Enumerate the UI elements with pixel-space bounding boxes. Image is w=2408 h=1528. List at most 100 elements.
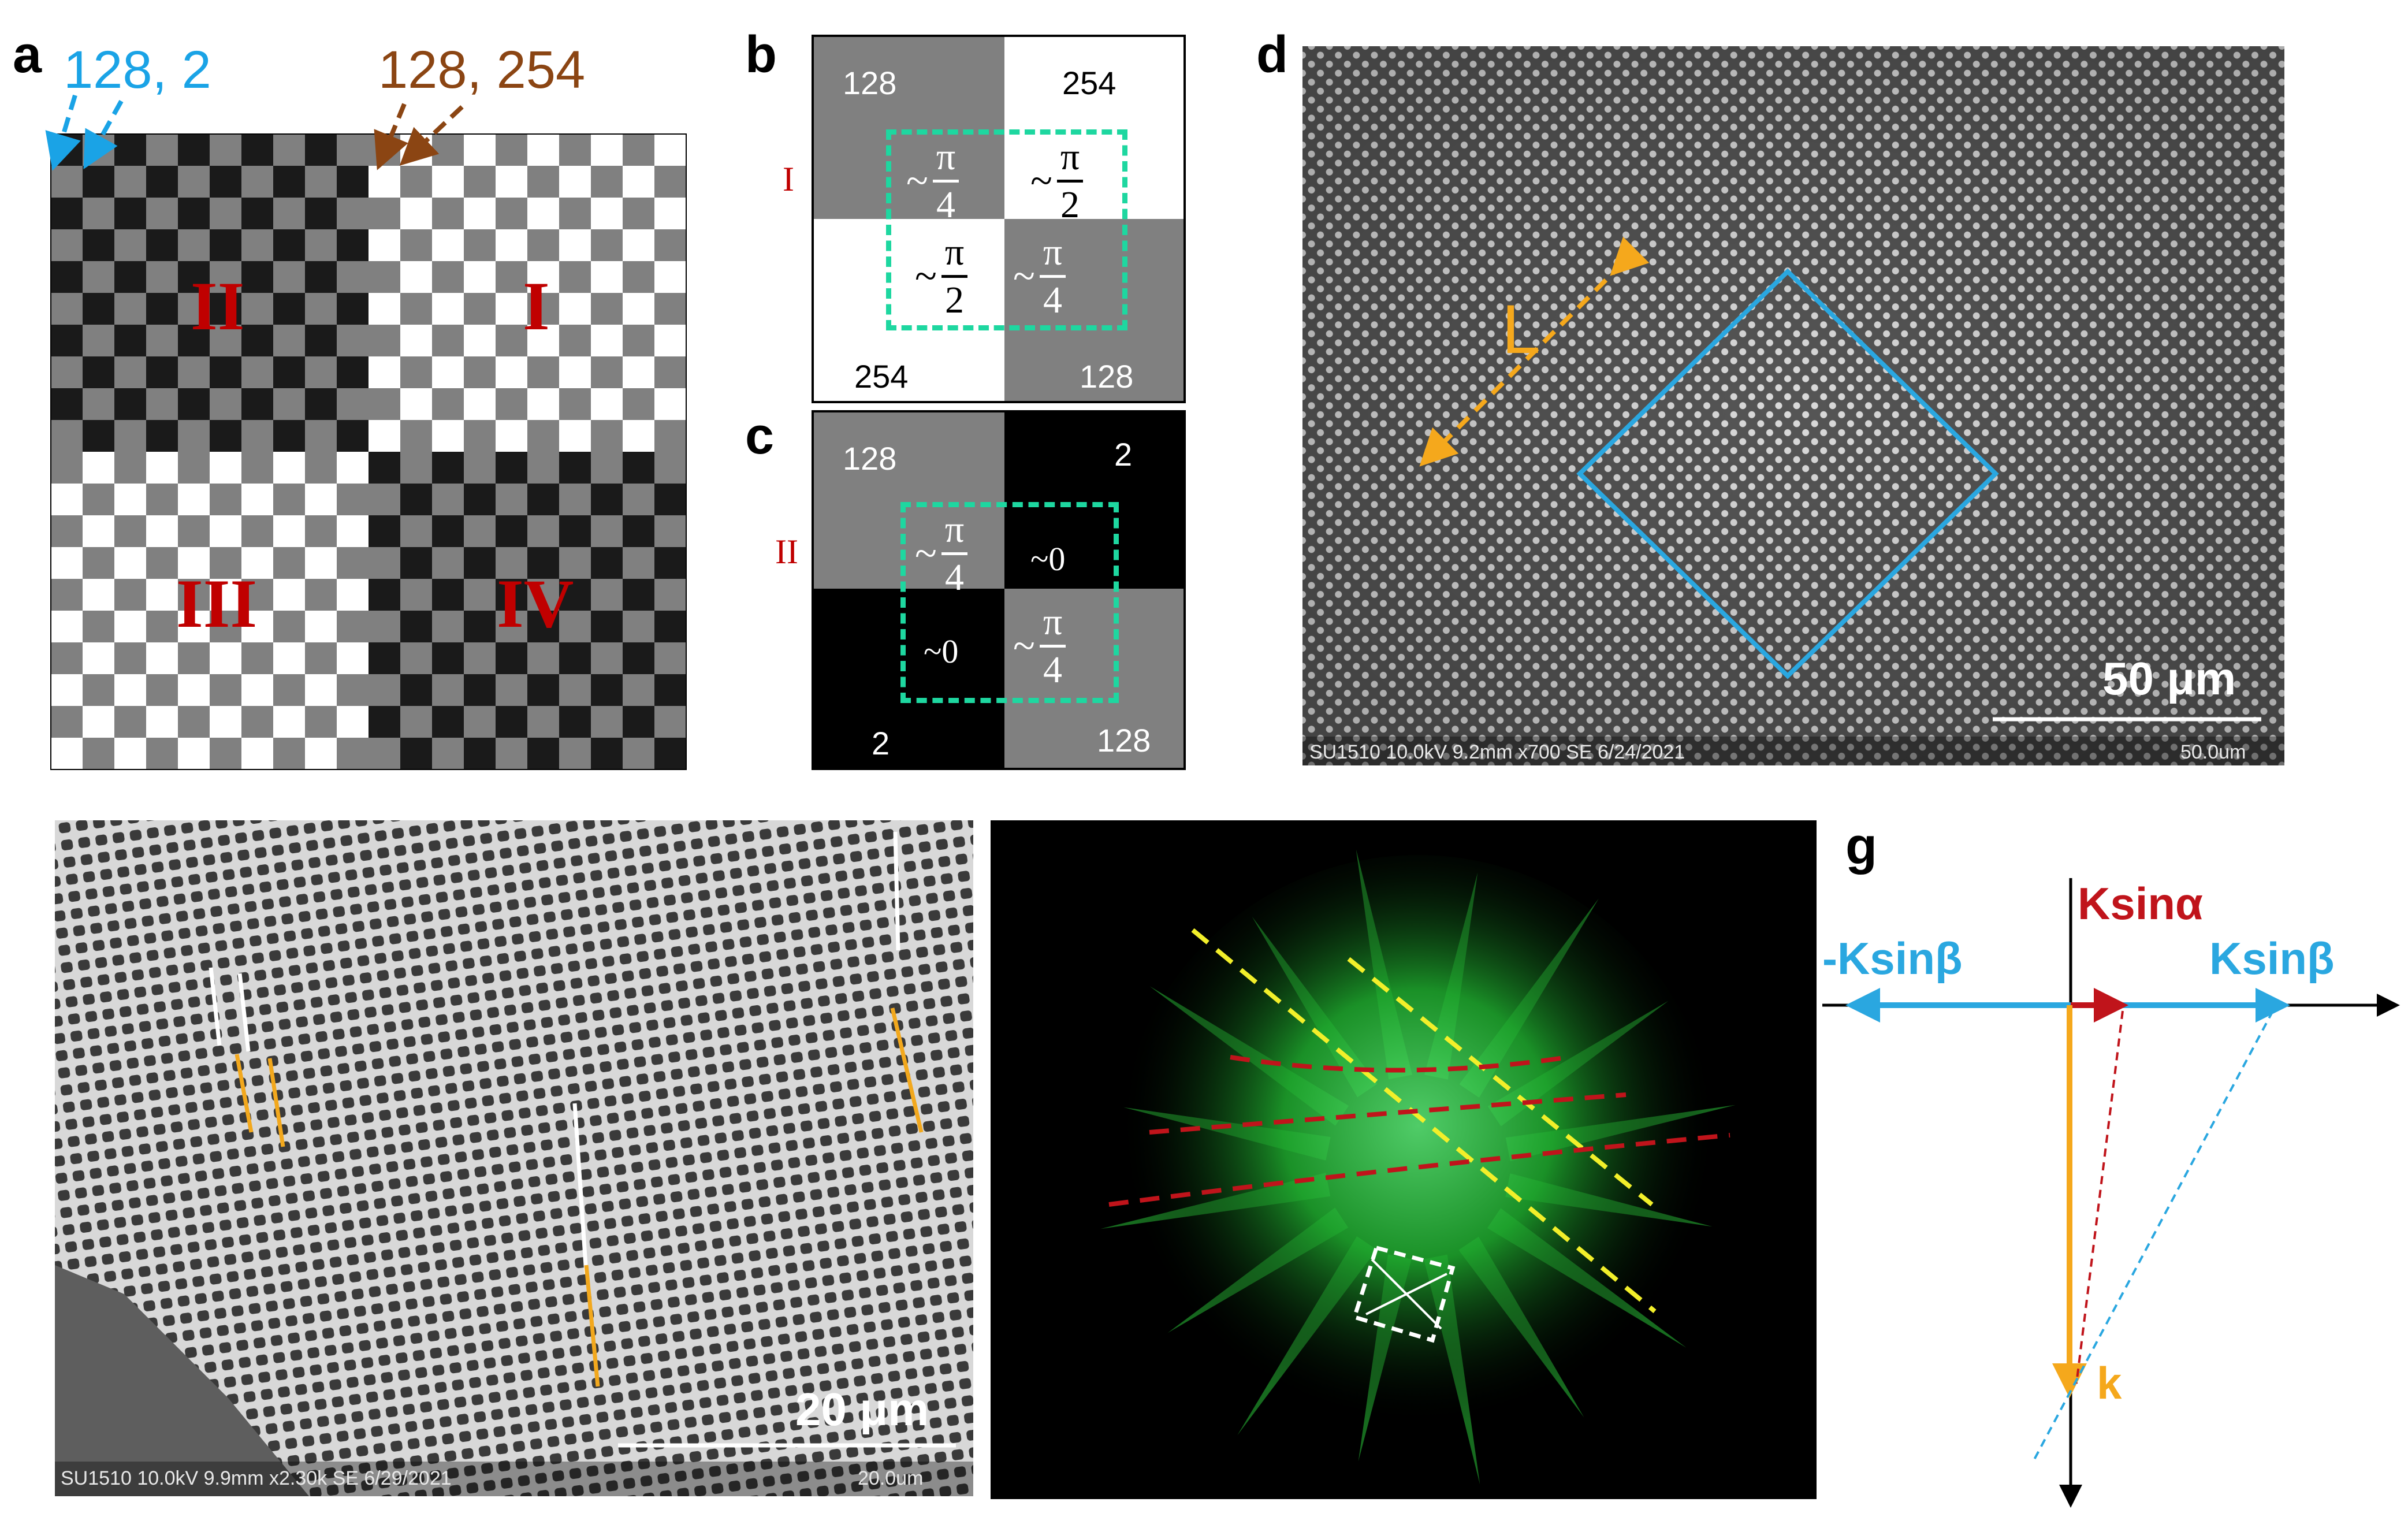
checker-cell (591, 198, 623, 229)
checker-cell (337, 134, 369, 166)
checker-cell (241, 293, 273, 325)
checker-cell (464, 452, 496, 484)
checker-cell (305, 515, 337, 547)
checker-cell (464, 515, 496, 547)
checker-cell (623, 134, 654, 166)
checker-cell (273, 547, 305, 579)
checker-cell (400, 166, 432, 198)
checker-cell (114, 198, 146, 229)
sem-footer-bar (1302, 737, 2284, 765)
checker-cell (400, 515, 432, 547)
checker-cell (83, 611, 114, 642)
checker-cell (114, 388, 146, 420)
checker-cell (210, 261, 241, 293)
phase-tr: ~0 (1030, 540, 1066, 578)
annotation-128-254: 128, 254 (378, 40, 586, 99)
checker-cell (464, 325, 496, 356)
checker-cell (241, 229, 273, 261)
checker-cell (83, 674, 114, 706)
checker-cell (496, 134, 527, 166)
checker-cell (623, 674, 654, 706)
value-tl: 128 (843, 65, 897, 101)
checker-cell (496, 579, 527, 611)
checker-cell (654, 547, 686, 579)
checker-cell (146, 420, 178, 452)
checker-cell (400, 388, 432, 420)
checker-cell (114, 706, 146, 738)
checker-cell (432, 452, 464, 484)
checker-cell (400, 420, 432, 452)
checker-cell (527, 484, 559, 515)
checker-cell (559, 166, 591, 198)
period-label-L: L (1502, 291, 1540, 368)
checker-cell (241, 706, 273, 738)
checker-cell (146, 293, 178, 325)
checker-cell (559, 325, 591, 356)
checker-cell (146, 706, 178, 738)
checker-cell (51, 611, 83, 642)
checker-cell (146, 388, 178, 420)
checker-cell (559, 356, 591, 388)
checker-cell (559, 642, 591, 674)
checker-cell (146, 642, 178, 674)
checker-cell (114, 356, 146, 388)
checker-cell (623, 547, 654, 579)
checker-cell (273, 229, 305, 261)
checker-cell (178, 388, 210, 420)
checker-cell (432, 356, 464, 388)
checker-cell (273, 420, 305, 452)
checker-cell (83, 166, 114, 198)
checker-cell (591, 547, 623, 579)
checker-cell (178, 611, 210, 642)
checker-cell (464, 420, 496, 452)
checker-cell (400, 579, 432, 611)
checker-cell (83, 325, 114, 356)
checker-cell (464, 356, 496, 388)
checker-cell (559, 420, 591, 452)
value-tr: 2 (1114, 436, 1133, 473)
checker-cell (337, 706, 369, 738)
checker-cell (337, 484, 369, 515)
checker-cell (178, 674, 210, 706)
red-dashed-guide (2075, 1010, 2124, 1384)
checker-cell (241, 198, 273, 229)
checker-cell (654, 674, 686, 706)
checker-cell (400, 293, 432, 325)
checker-cell (305, 738, 337, 769)
checker-cell (305, 325, 337, 356)
checker-cell (559, 738, 591, 769)
checker-cell (337, 229, 369, 261)
unit-cell-dashed-box (886, 129, 1127, 330)
panel-g-diagram: Ksinα -Ksinβ Ksinβ k (1817, 820, 2408, 1528)
checker-cell (337, 642, 369, 674)
orange-guide-lines (235, 1007, 924, 1387)
checker-cell (527, 706, 559, 738)
checker-cell (623, 356, 654, 388)
checker-cell (559, 198, 591, 229)
checker-cell (178, 356, 210, 388)
checker-cell (51, 229, 83, 261)
checker-cell (591, 229, 623, 261)
checker-cell (241, 420, 273, 452)
checker-cell (337, 547, 369, 579)
checker-cell (527, 674, 559, 706)
checker-cell (464, 579, 496, 611)
checker-cell (210, 547, 241, 579)
checker-cell (178, 515, 210, 547)
checker-cell (273, 484, 305, 515)
checker-cell (146, 261, 178, 293)
checker-cell (400, 611, 432, 642)
checker-cell (114, 674, 146, 706)
checker-cell (241, 325, 273, 356)
checker-cell (369, 166, 400, 198)
checker-cell (591, 706, 623, 738)
checker-cell (114, 293, 146, 325)
ksinb-label: Ksinβ (2209, 933, 2335, 984)
checker-cell (273, 611, 305, 642)
checker-cell (527, 611, 559, 642)
checker-cell (337, 738, 369, 769)
checker-cell (273, 356, 305, 388)
white-dashed-box (1352, 1245, 1456, 1343)
